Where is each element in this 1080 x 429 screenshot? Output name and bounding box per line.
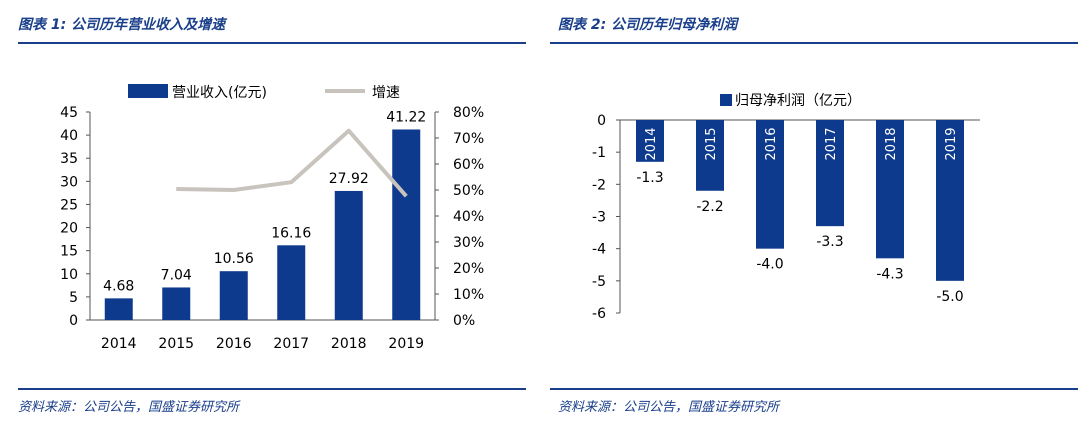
y-tick-label: 15 [60, 244, 78, 260]
y-tick-label: 25 [60, 197, 78, 213]
data-label: -4.0 [756, 257, 783, 273]
x-tick-label: 2015 [158, 336, 194, 352]
y2-tick-label: 0% [453, 313, 475, 329]
data-label: 41.22 [386, 109, 426, 125]
y-tick-label: 10 [60, 267, 78, 283]
y-tick-label: 45 [60, 105, 78, 121]
y-tick-label: -2 [592, 177, 606, 193]
y-tick-label: 40 [60, 128, 78, 144]
title-rule [18, 42, 526, 44]
x-tick-label: 2014 [644, 127, 659, 160]
y2-tick-label: 50% [453, 183, 484, 199]
bar [219, 271, 248, 320]
data-label: -1.3 [636, 170, 663, 186]
growth-line [176, 128, 408, 198]
x-tick-label: 2019 [388, 336, 424, 352]
x-tick-label: 2017 [824, 127, 839, 160]
bar [696, 120, 724, 191]
y-tick-label: -5 [592, 274, 606, 290]
x-tick-label: 2018 [331, 336, 367, 352]
y-tick-label: 0 [597, 113, 606, 129]
data-label: 27.92 [329, 171, 369, 187]
net-profit-chart: 0 -1 -2 -3 -4 -5 -6 -1.3 2014 -2.2 2015 -4.0 2016 -3.… [592, 92, 980, 322]
bar [277, 245, 306, 320]
legend-swatch-bar [720, 94, 732, 106]
x-tick-label: 2015 [704, 127, 719, 160]
legend-swatch-bar [128, 84, 168, 98]
x-tick-label: 2014 [101, 336, 137, 352]
data-label: -5.0 [936, 289, 963, 305]
legend-label: 增速 [372, 85, 400, 101]
bar [162, 287, 191, 320]
legend-label: 归母净利润（亿元） [735, 92, 861, 109]
data-label: 10.56 [214, 251, 254, 267]
y-tick-label: -4 [592, 242, 606, 258]
y-tick-label: 5 [69, 290, 78, 306]
chart-panel-net-profit: 图表 2: 公司历年归母净利润 0 -1 -2 -3 -4 -5 -6 -1.3 2014 -2.… [548, 0, 1080, 429]
revenue-chart: 0 5 10 15 20 25 30 35 40 45 0% 10% 20% 30% 40% 50% 60% 70… [60, 84, 484, 352]
bar [876, 120, 904, 259]
data-label: 16.16 [271, 225, 311, 241]
y2-tick-label: 30% [453, 235, 484, 251]
y-tick-label: 30 [60, 174, 78, 190]
y-tick-label: -3 [592, 210, 606, 226]
bar [392, 129, 421, 320]
y-tick-label: 35 [60, 151, 78, 167]
y2-tick-label: 60% [453, 157, 484, 173]
data-label: -3.3 [816, 234, 843, 250]
x-tick-label: 2019 [944, 127, 959, 160]
x-tick-label: 2016 [764, 127, 779, 160]
x-tick-label: 2018 [884, 127, 899, 160]
figure-title: 图表 1: 公司历年营业收入及增速 [18, 17, 226, 33]
y2-tick-label: 10% [453, 287, 484, 303]
y-tick-label: 0 [69, 313, 78, 329]
source-rule [18, 388, 526, 390]
bar [104, 298, 133, 320]
x-tick-label: 2017 [273, 336, 309, 352]
y2-tick-label: 70% [453, 131, 484, 147]
y-tick-label: -6 [592, 306, 606, 322]
source-note: 资料来源：公司公告，国盛证券研究所 [558, 400, 780, 415]
y2-tick-label: 20% [453, 261, 484, 277]
figure-title: 图表 2: 公司历年归母净利润 [558, 17, 738, 33]
y-tick-label: 20 [60, 221, 78, 237]
y-tick-label: -1 [592, 145, 606, 161]
bar [334, 190, 363, 320]
data-label: 4.68 [103, 278, 134, 294]
y2-tick-label: 40% [453, 209, 484, 225]
x-tick-label: 2016 [216, 336, 252, 352]
bar [636, 120, 664, 162]
bar [936, 120, 964, 281]
data-label: -4.3 [876, 266, 903, 282]
title-rule [550, 42, 1078, 44]
y2-tick-label: 80% [453, 105, 484, 121]
bar [816, 120, 844, 227]
source-note: 资料来源：公司公告，国盛证券研究所 [18, 400, 240, 415]
chart-panel-revenue: 图表 1: 公司历年营业收入及增速 0 5 10 15 20 25 30 35 40 45 0% 10… [0, 0, 530, 429]
legend-label: 营业收入(亿元) [172, 85, 267, 101]
data-label: 7.04 [161, 267, 192, 283]
source-rule [550, 388, 1078, 390]
bar [756, 120, 784, 249]
data-label: -2.2 [696, 199, 723, 215]
